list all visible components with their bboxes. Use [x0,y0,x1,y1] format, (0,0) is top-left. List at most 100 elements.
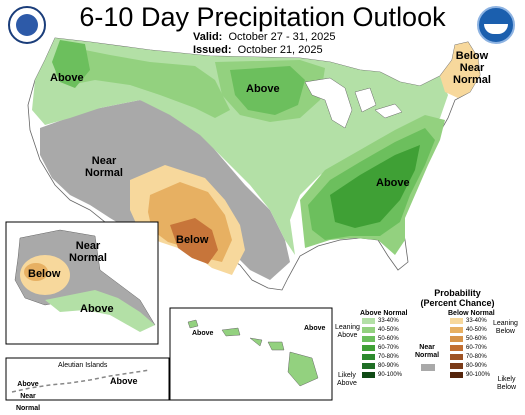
usda-seal-icon [8,6,46,44]
above-legend-swatch [362,363,375,369]
below-legend-swatch [450,372,463,378]
legend-title: Probability (Percent Chance) [390,288,525,308]
above-legend-row: 33-40% [362,318,399,325]
legend-leaning-below: Leaning Below [493,320,518,336]
label-alaska-above: Above [80,303,114,315]
above-legend-range: 60-70% [378,345,399,351]
above-legend-range: 70-80% [378,354,399,360]
label-ak-near: Near [75,240,101,252]
label-below-near-normal-ne: Below Near Normal [452,50,492,86]
legend-near-normal-swatch [421,364,435,371]
above-legend-swatch [362,354,375,360]
issued-date-value: October 21, 2025 [237,44,323,56]
below-legend-swatch [450,327,463,333]
below-legend-row: 40-50% [450,327,487,334]
above-legend-swatch [362,345,375,351]
above-60-region-east [330,145,420,228]
legend-title-line2: (Percent Chance) [420,298,495,308]
above-40-region-north [55,45,230,118]
legend-likely-below-1: Likely [497,376,516,383]
label-ak-normal: Normal [69,252,107,264]
below-50-region [170,218,218,264]
hawaii-islands [187,319,319,387]
label-below-southwest: Below [176,234,209,246]
label-alaska-below: Below [28,268,61,280]
legend-near-normal: Near Normal [415,344,439,360]
label-near-ne: Near [459,62,485,74]
valid-dates: Valid: October 27 - 31, 2025 [193,31,335,43]
legend-title-line1: Probability [434,288,481,298]
above-legend-swatch [362,318,375,324]
above-legend-range: 33-40% [378,318,399,324]
above-legend-swatch [362,327,375,333]
label-aleutian-above-near-normal: Above Near Normal [14,379,42,415]
below-legend-row: 90-100% [450,372,490,379]
aleutian-islands [11,369,151,393]
below-legend-range: 40-50% [466,327,487,333]
below-legend-row: 33-40% [450,318,487,325]
below-legend-range: 80-90% [466,363,487,369]
valid-dates-value: October 27 - 31, 2025 [228,31,336,43]
label-aleutian-above-w: Above [17,381,39,388]
label-aleutian-above: Above [110,376,138,386]
great-lakes [304,77,403,129]
legend-likely-above-1: Likely [337,372,356,379]
below-legend-range: 33-40% [466,318,487,324]
above-legend-range: 40-50% [378,327,399,333]
legend-near-line2: Normal [415,352,440,359]
label-above-north: Above [246,83,280,95]
legend-leaning-below-1: Leaning [493,320,518,327]
above-50-region-nw [52,40,90,88]
below-legend-range: 60-70% [466,345,487,351]
below-legend-row: 80-90% [450,363,487,370]
legend-leaning-above-1: Leaning [335,324,360,331]
label-below-ne: Below [455,50,489,62]
legend-above-header: Above Normal [360,310,408,317]
legend-leaning-above: Leaning Above [335,324,360,340]
label-aleutian-near: Near [20,393,36,400]
below-legend-swatch [450,363,463,369]
above-legend-swatch [362,336,375,342]
above-50-region-north [230,66,305,115]
label-above-southeast: Above [376,177,410,189]
page-title: 6-10 Day Precipitation Outlook [79,2,446,32]
above-legend-range: 80-90% [378,363,399,369]
valid-label: Valid: [193,31,223,43]
below-legend-swatch [450,345,463,351]
label-normal-ne: Normal [453,74,491,86]
label-hawaii-above-east: Above [304,325,326,332]
issued-label: Issued: [193,44,232,56]
above-legend-range: 50-60% [378,336,399,342]
alaska-below-40 [24,263,48,281]
legend-likely-below-2: Below [497,384,517,391]
below-legend-range: 70-80% [466,354,487,360]
above-legend-row: 70-80% [362,354,399,361]
outlook-map [5,37,481,401]
below-legend-row: 70-80% [450,354,487,361]
legend-below-header: Below Normal [448,310,495,317]
below-legend-row: 50-60% [450,336,487,343]
issued-date: Issued: October 21, 2025 [193,44,323,56]
label-hawaii-above-west: Above [192,330,214,337]
legend-likely-above-2: Above [337,380,357,387]
above-legend-row: 50-60% [362,336,399,343]
below-legend-swatch [450,354,463,360]
label-above-northwest: Above [50,72,84,84]
above-legend-swatch [362,372,375,378]
above-legend-range: 90-100% [378,372,403,378]
label-alaska-near-normal: Near Normal [66,240,110,264]
below-legend-range: 90-100% [466,372,491,378]
above-legend-row: 60-70% [362,345,399,352]
below-legend-swatch [450,318,463,324]
legend-near-line1: Near [419,344,435,351]
label-near-west: Near [91,155,117,167]
above-legend-row: 90-100% [362,372,402,379]
legend-likely-below: Likely Below [497,376,516,392]
label-normal-west: Normal [85,167,123,179]
below-33-region-ne [440,42,480,98]
legend-leaning-below-2: Below [495,328,515,335]
above-legend-row: 40-50% [362,327,399,334]
aleutian-inset [5,357,170,401]
below-legend-range: 50-60% [466,336,487,342]
below-legend-row: 60-70% [450,345,487,352]
